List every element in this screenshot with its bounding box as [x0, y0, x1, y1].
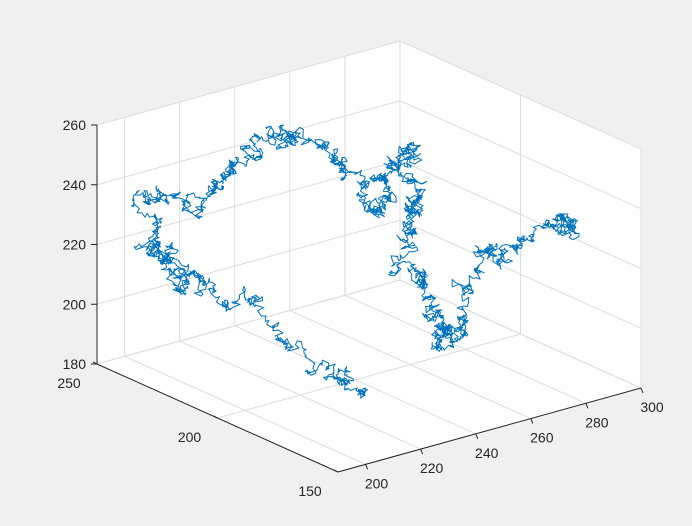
x-tick-mark [530, 418, 534, 424]
grid-line-z-right [399, 219, 642, 329]
y-tick-mark [333, 469, 339, 473]
grid-line-z-right [399, 160, 642, 269]
z-tick-label: 200 [63, 296, 87, 312]
x-tick-mark [420, 448, 424, 455]
grid-line-z-back [96, 219, 401, 305]
grid-line-z-back [96, 160, 401, 245]
y-tick-label: 200 [178, 429, 202, 445]
x-axis-line [337, 387, 642, 473]
random-walk-series [131, 124, 580, 399]
tick-labels: 200 220 240 260 280 300 150 200 250 180 200 220 240 2… [57, 117, 664, 499]
y-tick-label: 150 [298, 483, 322, 499]
y-tick-label: 250 [57, 375, 81, 391]
x-tick-mark [365, 464, 369, 470]
y-tick-mark [213, 415, 218, 419]
grid-line-z-right [399, 40, 642, 150]
x-tick-label: 300 [640, 399, 664, 415]
x-tick-label: 200 [365, 475, 389, 491]
x-tick-label: 240 [475, 445, 499, 461]
x-tick-mark [585, 403, 589, 409]
grid-line-z-back [96, 40, 401, 126]
grid-line-z-right [399, 279, 642, 389]
grid-line-y-floor [217, 333, 521, 419]
x-tick-label: 220 [420, 460, 444, 476]
z-tick-label: 240 [63, 177, 87, 193]
x-tick-mark [640, 387, 644, 394]
x-tick-label: 260 [530, 430, 554, 446]
grid-line-z-back [96, 100, 401, 186]
grid-line-z-back [96, 279, 401, 365]
z-tick-label: 260 [63, 117, 87, 133]
x-tick-mark [475, 433, 479, 440]
z-tick-label: 220 [63, 237, 87, 253]
z-tick-label: 180 [63, 356, 87, 372]
grid-lines [96, 40, 642, 473]
grid-line-z-right [399, 100, 642, 210]
random-walk-line [131, 124, 580, 399]
x-tick-label: 280 [585, 414, 609, 430]
